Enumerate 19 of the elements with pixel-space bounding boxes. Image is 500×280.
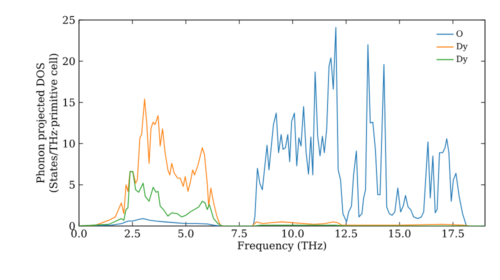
- x-axis-title: Frequency (THz): [238, 241, 326, 252]
- y-tick-label: 10: [63, 140, 75, 148]
- legend-label: Dy: [456, 43, 468, 52]
- x-tick-label: 12.5: [336, 230, 357, 238]
- x-tick-label: 2.5: [124, 230, 140, 238]
- x-tick-label: 0.0: [71, 230, 87, 238]
- legend-label: Dy: [456, 56, 468, 64]
- y-tick-label: 25: [62, 16, 75, 24]
- x-tick-label: 17.5: [442, 230, 464, 238]
- x-tick-label: 15.0: [389, 230, 410, 238]
- y-tick-label: 20: [62, 57, 75, 66]
- y-axis-title: Phonon projected DOS (States/THz·primitive cell): [36, 54, 60, 192]
- x-tick-label: 10.0: [282, 230, 304, 238]
- y-tick-label: 5: [70, 180, 75, 189]
- x-tick-label: 7.5: [232, 230, 247, 238]
- y-tick-label: 0: [70, 222, 75, 230]
- x-tick-label: 5.0: [178, 230, 194, 238]
- legend-label: O: [456, 30, 463, 37]
- y-tick-label: 15: [63, 98, 75, 106]
